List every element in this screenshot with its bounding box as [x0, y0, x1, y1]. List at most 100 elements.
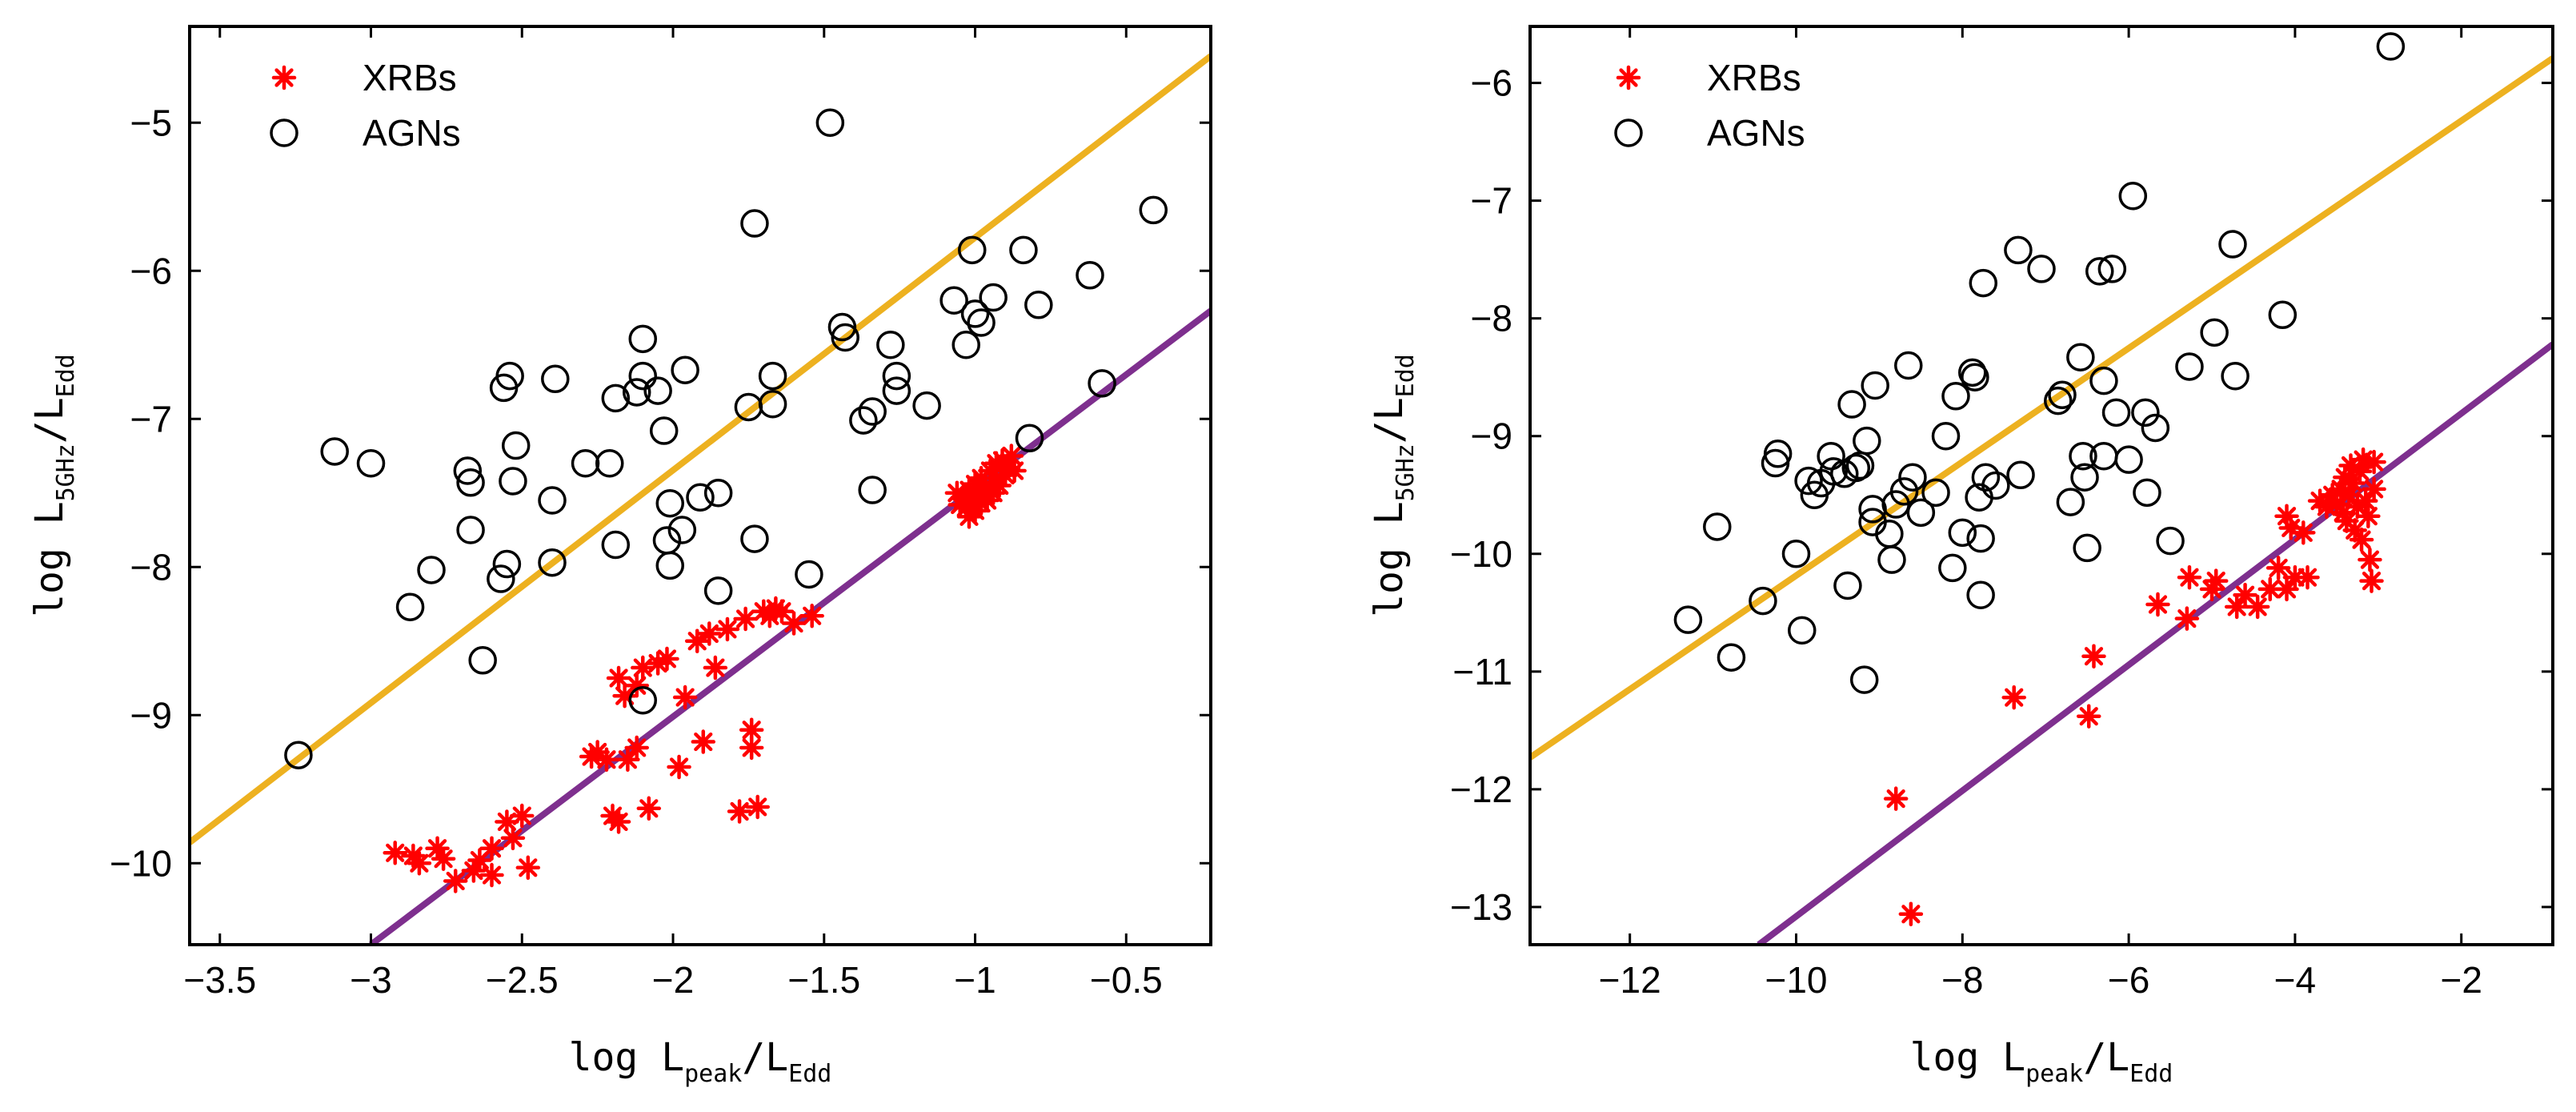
y-tick-label: −13	[1450, 886, 1512, 928]
xrb-point	[799, 604, 824, 628]
agn-point	[395, 592, 425, 621]
agn-point	[320, 437, 349, 466]
x-tick-label: −10	[1765, 959, 1827, 1001]
agn-point	[2056, 488, 2085, 516]
agn-point	[1703, 512, 1732, 541]
x-tick-label: −2.5	[486, 959, 559, 1001]
xrb-point	[2076, 704, 2101, 729]
xrb-point	[2145, 592, 2170, 617]
x-tick-label: −3.5	[183, 959, 256, 1001]
y-tick-label: −8	[1471, 298, 1512, 339]
right-panel: −12 −10 −8 −6 −4 −2 −13 −12 −11 −10 −9 −8 −7 −6 XRBs A…	[1367, 25, 2554, 1088]
xrb-point	[2274, 576, 2299, 602]
agn-point	[2141, 413, 2170, 443]
agn-point	[2156, 526, 2185, 556]
left-legend: XRBs AGNs	[270, 57, 461, 154]
xrb-point	[1002, 458, 1027, 484]
agn-fit-line	[190, 53, 1211, 845]
y-label-sub-5ghz: 5GHz	[1392, 444, 1420, 501]
agn-point	[628, 361, 658, 391]
agn-point	[1841, 453, 1871, 483]
agn-point	[1861, 371, 1889, 400]
agn-point	[622, 378, 651, 407]
xrb-point	[697, 621, 722, 646]
agn-point	[1794, 466, 1823, 496]
x-label-prefix: log L	[1910, 1035, 2026, 1080]
xrb-point	[383, 841, 407, 865]
agn-point	[655, 488, 684, 518]
agn-point	[541, 364, 570, 394]
agn-point	[2268, 300, 2298, 330]
right-axis-ticks: −12 −10 −8 −6 −4 −2 −13 −12 −11 −10 −9 −8 −7 −6	[1450, 26, 2553, 1001]
legend-xrb-marker	[271, 65, 297, 90]
agn-point	[2118, 182, 2148, 211]
xrb-point	[667, 754, 691, 780]
agn-point	[1673, 605, 1703, 634]
agn-point	[951, 331, 980, 359]
agn-point	[2006, 460, 2035, 490]
xrb-point	[2362, 449, 2386, 475]
xrb-point	[2356, 504, 2381, 528]
left-x-axis-label: log Lpeak/LEdd	[569, 1035, 832, 1088]
agn-point	[456, 468, 485, 497]
agn-point	[1966, 580, 1995, 610]
agn-point	[655, 551, 684, 580]
y-tick-label: −7	[130, 398, 172, 440]
xrb-point	[2174, 606, 2200, 631]
agn-point	[1749, 586, 1777, 616]
agn-point	[1853, 426, 1881, 456]
y-label-prefix: log L	[27, 501, 72, 617]
y-label-sub-edd: Edd	[1392, 354, 1420, 397]
agn-point	[1981, 471, 2010, 500]
agn-point	[2221, 361, 2249, 391]
y-label-prefix: log L	[1367, 501, 1412, 617]
xrb-fit-line	[1757, 341, 2553, 945]
x-tick-label: −4	[2274, 959, 2316, 1001]
agn-point	[417, 556, 446, 584]
xrb-point	[615, 747, 640, 772]
agn-point	[849, 406, 878, 435]
agn-point	[643, 376, 672, 405]
agn-point	[2069, 441, 2097, 471]
agn-point	[2131, 398, 2160, 428]
agn-point	[628, 324, 658, 354]
agn-point	[671, 355, 699, 384]
xrb-point	[2349, 527, 2374, 552]
legend-label: XRBs	[1707, 57, 1801, 98]
xrb-point	[2359, 568, 2384, 593]
agn-point	[1889, 477, 1919, 506]
y-tick-label: −10	[110, 842, 172, 884]
agn-point	[815, 108, 845, 137]
legend-label: AGNs	[363, 112, 461, 154]
agn-point	[468, 646, 497, 675]
y-label-sub-5ghz: 5GHz	[52, 444, 80, 501]
agn-point	[1139, 195, 1168, 225]
agn-point	[1833, 571, 1862, 600]
agn-point	[1819, 457, 1848, 486]
agn-point	[601, 530, 631, 560]
agn-point	[495, 361, 524, 391]
agn-point	[960, 299, 990, 328]
y-tick-label: −10	[1450, 533, 1512, 575]
xrb-point	[739, 717, 764, 742]
agn-point	[979, 283, 1008, 312]
agn-point	[1849, 665, 1879, 694]
xrb-point	[2266, 556, 2291, 580]
agn-point	[1788, 616, 1817, 645]
xrb-point	[2291, 520, 2316, 545]
x-label-sub-edd: Edd	[2129, 1060, 2173, 1088]
agn-point	[453, 456, 483, 485]
agn-point	[827, 312, 857, 342]
agn-point	[758, 390, 787, 419]
y-tick-label: −6	[130, 250, 172, 291]
agn-point	[456, 516, 485, 544]
x-tick-label: −12	[1599, 959, 1661, 1001]
agn-point	[958, 235, 987, 265]
x-label-sub-edd: Edd	[788, 1060, 831, 1088]
x-tick-label: −2	[652, 959, 694, 1001]
y-tick-label: −7	[1471, 180, 1512, 222]
left-plot-frame	[188, 25, 1212, 946]
agn-point	[284, 741, 313, 769]
agn-point	[501, 431, 531, 460]
agn-point	[876, 331, 905, 359]
